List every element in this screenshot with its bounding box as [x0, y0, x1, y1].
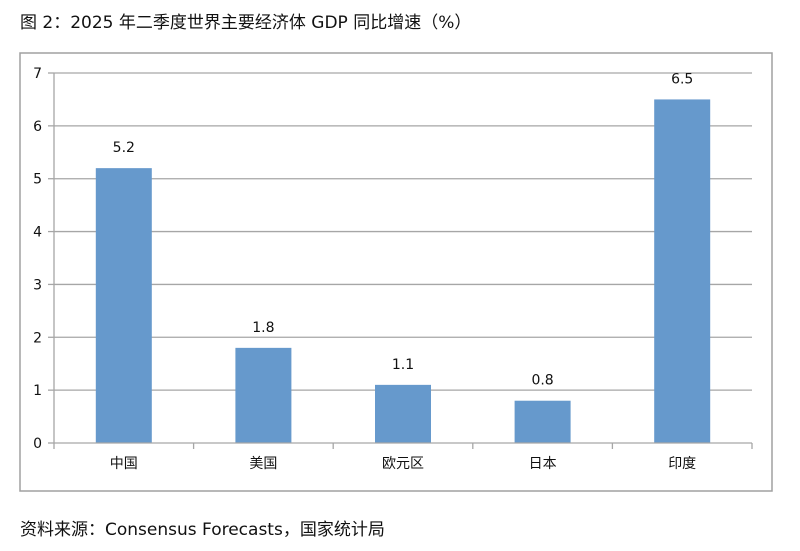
x-tick-label: 美国 [249, 456, 277, 472]
bar [654, 99, 711, 443]
data-label: 1.1 [392, 357, 414, 373]
bar [375, 384, 431, 443]
y-tick-label: 4 [33, 225, 42, 241]
x-tick-label: 中国 [110, 456, 138, 472]
y-tick-label: 5 [33, 172, 42, 188]
source-note: 资料来源：Consensus Forecasts，国家统计局 [20, 520, 385, 540]
y-tick-label: 6 [33, 119, 42, 135]
y-tick-label: 3 [33, 277, 42, 293]
chart-title: 图 2：2025 年二季度世界主要经济体 GDP 同比增速（%） [20, 13, 472, 33]
bar [235, 347, 292, 443]
bar [95, 168, 152, 443]
y-tick-label: 2 [33, 330, 42, 346]
data-label: 0.8 [531, 373, 553, 389]
y-tick-label: 7 [33, 66, 42, 82]
data-label: 6.5 [671, 71, 693, 87]
bar [514, 400, 571, 443]
data-label: 5.2 [113, 140, 135, 156]
chart-border [19, 52, 773, 492]
x-tick-label: 印度 [668, 456, 696, 472]
y-tick-label: 1 [33, 383, 42, 399]
x-tick-label: 欧元区 [382, 456, 424, 472]
y-tick-label: 0 [33, 436, 42, 452]
data-label: 1.8 [252, 320, 274, 336]
x-tick-label: 日本 [529, 456, 557, 472]
